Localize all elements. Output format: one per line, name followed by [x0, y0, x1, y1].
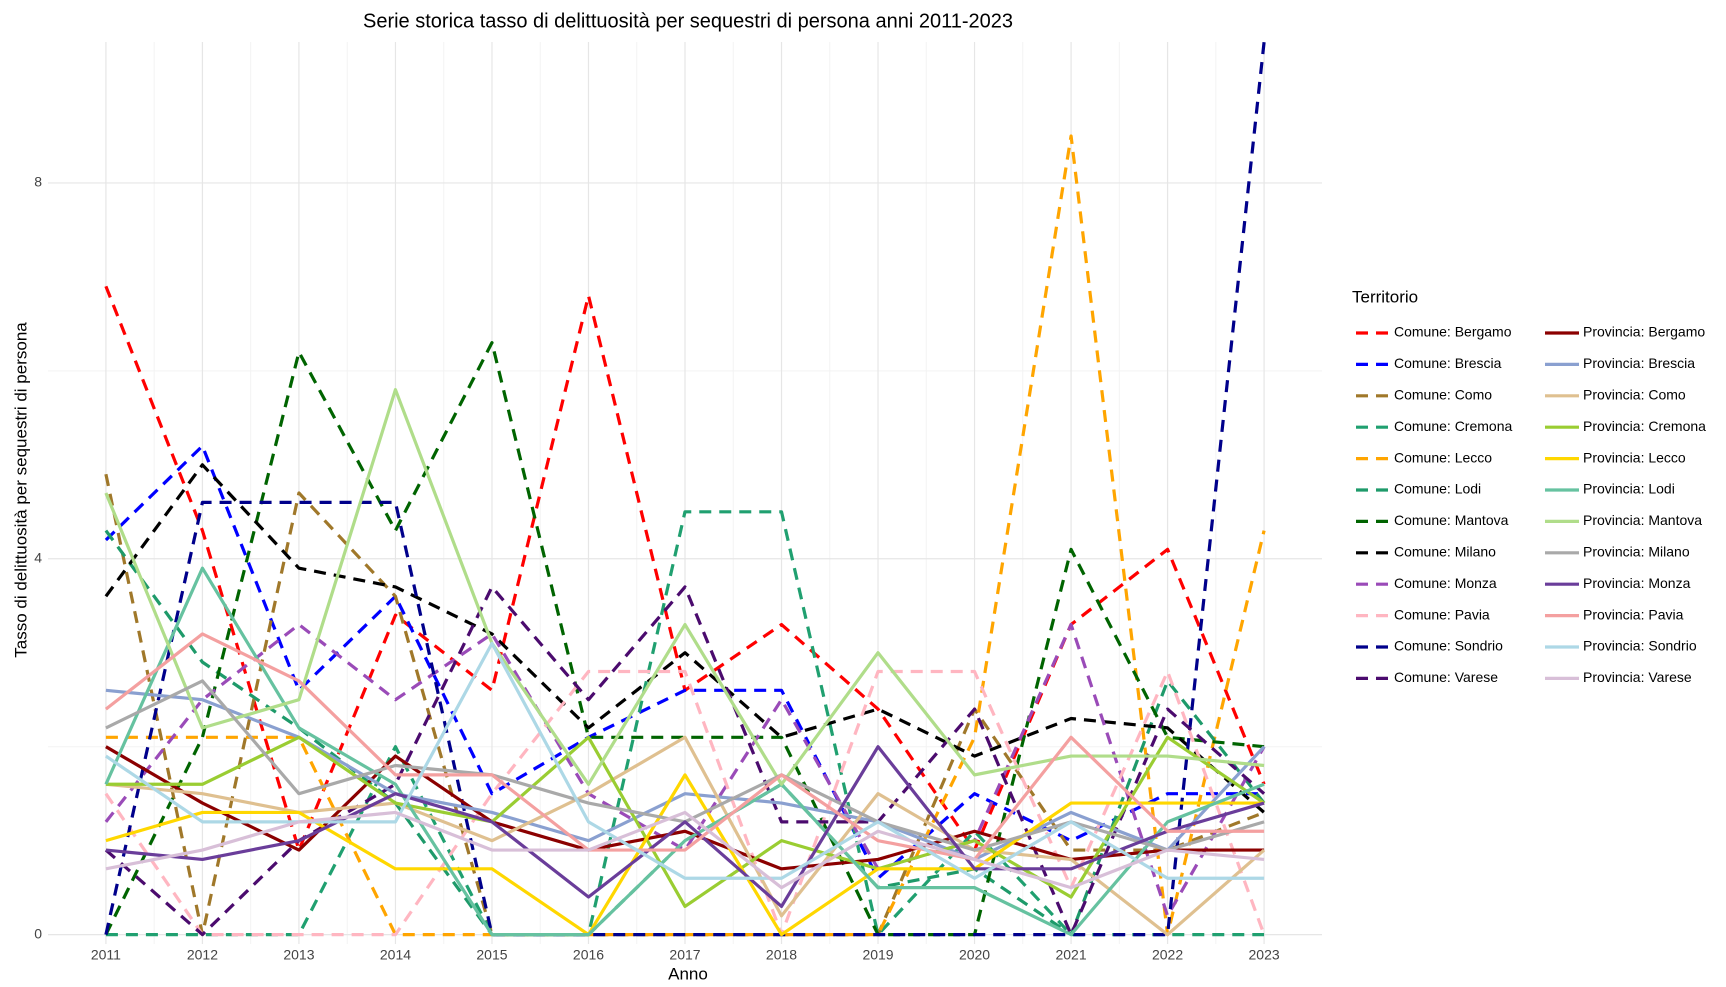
x-tick-label: 2020: [959, 947, 990, 963]
legend-label: Provincia: Pavia: [1583, 606, 1684, 622]
series-line: [104, 463, 1266, 814]
series-line: [104, 566, 1265, 937]
series-line: [104, 388, 1265, 786]
legend-label: Comune: Cremona: [1394, 418, 1512, 434]
x-tick-label: 2018: [766, 947, 797, 963]
legend-label: Comune: Bergamo: [1394, 324, 1512, 340]
legend-label: Provincia: Como: [1583, 387, 1686, 403]
series-line: [104, 444, 1265, 880]
y-tick-label: 8: [34, 174, 42, 190]
legend-label: Comune: Lecco: [1394, 449, 1492, 465]
legend-label: Provincia: Varese: [1583, 669, 1692, 685]
legend-label: Provincia: Brescia: [1583, 355, 1695, 371]
legend-label: Comune: Lodi: [1394, 481, 1481, 497]
legend-label: Provincia: Lodi: [1583, 481, 1675, 497]
x-tick-label: 2023: [1249, 947, 1280, 963]
legend-label: Comune: Varese: [1394, 669, 1498, 685]
x-tick-label: 2011: [91, 947, 121, 963]
legend-label: Provincia: Lecco: [1583, 449, 1686, 465]
x-tick-label: 2021: [1055, 947, 1086, 963]
legend-label: Comune: Milano: [1394, 544, 1496, 560]
x-axis-title: Anno: [668, 964, 708, 983]
legend-label: Provincia: Milano: [1583, 544, 1690, 560]
series-line: [105, 810, 1265, 890]
series-line: [105, 745, 1265, 909]
series-line: [105, 735, 1265, 909]
x-tick-label: 2014: [380, 947, 411, 963]
x-tick-label: 2013: [283, 947, 314, 963]
series-line: [104, 41, 1266, 937]
series-line: [104, 341, 1265, 937]
x-tick-label: 2015: [476, 947, 507, 963]
legend-label: Provincia: Mantova: [1583, 512, 1702, 528]
series-line: [104, 632, 1265, 862]
x-tick-label: 2017: [669, 947, 700, 963]
legend-label: Comune: Sondrio: [1394, 638, 1503, 654]
series-line: [105, 773, 1265, 937]
series-line: [105, 510, 1265, 937]
legend-label: Comune: Mantova: [1394, 512, 1509, 528]
legend-label: Provincia: Sondrio: [1583, 638, 1697, 654]
x-tick-label: 2016: [573, 947, 604, 963]
y-axis-title: Tasso di delittuosità per sequestri di p…: [11, 322, 30, 658]
x-tick-label: 2012: [187, 947, 218, 963]
legend-label: Provincia: Bergamo: [1583, 324, 1705, 340]
legend-label: Provincia: Monza: [1583, 575, 1691, 591]
legend-label: Comune: Brescia: [1394, 355, 1502, 371]
legend-label: Comune: Monza: [1394, 575, 1497, 591]
chart-title: Serie storica tasso di delittuosità per …: [363, 10, 1013, 32]
y-tick-label: 0: [34, 925, 42, 941]
y-tick-label: 4: [34, 549, 42, 565]
x-tick-label: 2019: [862, 947, 893, 963]
legend-title: Territorio: [1352, 287, 1418, 306]
legend-label: Comune: Pavia: [1394, 606, 1490, 622]
legend-label: Provincia: Cremona: [1583, 418, 1706, 434]
x-tick-label: 2022: [1152, 947, 1183, 963]
series-line: [104, 622, 1266, 918]
legend-label: Comune: Como: [1394, 387, 1492, 403]
